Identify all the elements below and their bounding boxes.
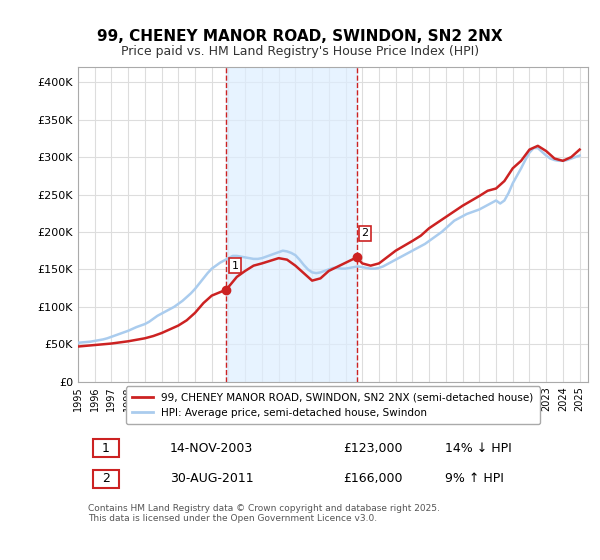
Text: 1: 1 [232,260,238,270]
Text: 99, CHENEY MANOR ROAD, SWINDON, SN2 2NX: 99, CHENEY MANOR ROAD, SWINDON, SN2 2NX [97,29,503,44]
Text: 1: 1 [102,442,110,455]
Text: 14% ↓ HPI: 14% ↓ HPI [445,442,512,455]
Text: 2: 2 [102,472,110,485]
Text: 2: 2 [362,228,369,239]
Text: £166,000: £166,000 [343,472,403,485]
Text: 30-AUG-2011: 30-AUG-2011 [170,472,253,485]
Text: Price paid vs. HM Land Registry's House Price Index (HPI): Price paid vs. HM Land Registry's House … [121,45,479,58]
Text: Contains HM Land Registry data © Crown copyright and database right 2025.
This d: Contains HM Land Registry data © Crown c… [88,504,440,523]
Text: 9% ↑ HPI: 9% ↑ HPI [445,472,504,485]
Bar [226,67,356,382]
FancyBboxPatch shape [94,439,119,458]
Text: 14-NOV-2003: 14-NOV-2003 [170,442,253,455]
Legend: 99, CHENEY MANOR ROAD, SWINDON, SN2 2NX (semi-detached house), HPI: Average pric: 99, CHENEY MANOR ROAD, SWINDON, SN2 2NX … [126,386,540,424]
Text: £123,000: £123,000 [343,442,403,455]
FancyBboxPatch shape [94,470,119,488]
